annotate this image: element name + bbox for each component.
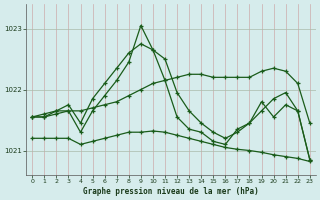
X-axis label: Graphe pression niveau de la mer (hPa): Graphe pression niveau de la mer (hPa) xyxy=(83,187,259,196)
